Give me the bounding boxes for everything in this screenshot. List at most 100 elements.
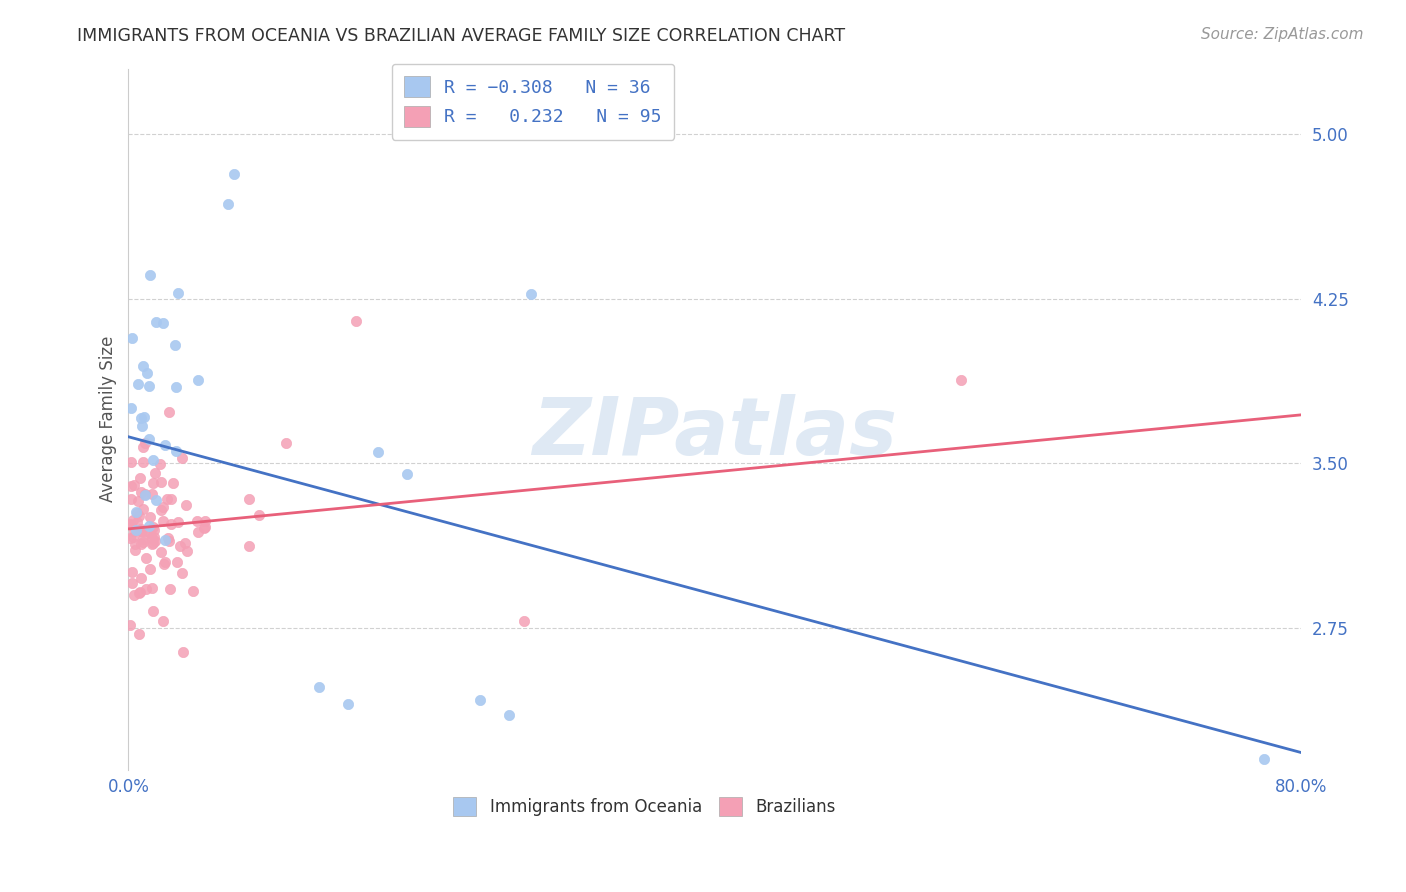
- Point: [470, 693, 492, 707]
- Point: [170, 566, 193, 580]
- Point: [337, 698, 360, 712]
- Point: [162, 476, 184, 491]
- Legend: Immigrants from Oceania, Brazilians: Immigrants from Oceania, Brazilians: [444, 789, 844, 825]
- Point: [132, 535, 155, 549]
- Point: [152, 316, 174, 330]
- Point: [121, 576, 143, 591]
- Point: [222, 167, 245, 181]
- Point: [142, 453, 165, 467]
- Point: [118, 531, 141, 545]
- Point: [120, 492, 142, 507]
- Point: [152, 614, 174, 628]
- Point: [149, 503, 172, 517]
- Point: [217, 197, 239, 211]
- Point: [134, 524, 156, 539]
- Point: [143, 534, 166, 549]
- Point: [238, 539, 260, 553]
- Text: ZIPatlas: ZIPatlas: [531, 394, 897, 472]
- Point: [145, 493, 167, 508]
- Point: [142, 604, 165, 618]
- Point: [118, 617, 141, 632]
- Point: [141, 531, 163, 545]
- Point: [149, 545, 172, 559]
- Point: [159, 582, 181, 596]
- Point: [135, 550, 157, 565]
- Point: [134, 436, 156, 450]
- Point: [142, 476, 165, 491]
- Point: [135, 582, 157, 596]
- Point: [152, 514, 174, 528]
- Point: [141, 581, 163, 595]
- Point: [166, 555, 188, 569]
- Point: [127, 376, 149, 391]
- Point: [122, 589, 145, 603]
- Point: [122, 530, 145, 544]
- Point: [128, 471, 150, 485]
- Point: [513, 614, 536, 628]
- Point: [142, 536, 165, 550]
- Point: [132, 502, 155, 516]
- Point: [172, 450, 194, 465]
- Point: [157, 531, 180, 545]
- Point: [167, 515, 190, 529]
- Point: [247, 508, 270, 522]
- Point: [138, 268, 160, 282]
- Point: [165, 443, 187, 458]
- Point: [125, 523, 148, 537]
- Point: [395, 467, 418, 481]
- Point: [138, 378, 160, 392]
- Point: [160, 491, 183, 506]
- Point: [134, 488, 156, 502]
- Point: [120, 455, 142, 469]
- Point: [131, 522, 153, 536]
- Point: [120, 401, 142, 416]
- Point: [194, 520, 217, 534]
- Point: [172, 645, 194, 659]
- Point: [498, 708, 520, 723]
- Point: [132, 410, 155, 425]
- Point: [128, 627, 150, 641]
- Point: [187, 374, 209, 388]
- Point: [132, 532, 155, 546]
- Point: [124, 505, 146, 519]
- Point: [127, 494, 149, 508]
- Point: [153, 533, 176, 547]
- Point: [149, 475, 172, 489]
- Point: [121, 513, 143, 527]
- Point: [138, 519, 160, 533]
- Point: [138, 432, 160, 446]
- Point: [238, 491, 260, 506]
- Point: [157, 533, 180, 548]
- Point: [174, 498, 197, 512]
- Point: [186, 514, 208, 528]
- Point: [131, 419, 153, 434]
- Point: [125, 516, 148, 530]
- Point: [142, 523, 165, 537]
- Point: [121, 566, 143, 580]
- Point: [155, 437, 177, 451]
- Point: [145, 315, 167, 329]
- Point: [120, 517, 142, 532]
- Point: [308, 680, 330, 694]
- Point: [165, 380, 187, 394]
- Point: [129, 411, 152, 425]
- Point: [121, 331, 143, 345]
- Point: [136, 366, 159, 380]
- Point: [142, 520, 165, 534]
- Point: [124, 543, 146, 558]
- Point: [124, 537, 146, 551]
- Point: [132, 440, 155, 454]
- Point: [139, 525, 162, 540]
- Point: [141, 537, 163, 551]
- Point: [194, 514, 217, 528]
- Point: [118, 517, 141, 532]
- Point: [274, 436, 297, 450]
- Point: [149, 458, 172, 472]
- Point: [153, 555, 176, 569]
- Point: [122, 478, 145, 492]
- Point: [129, 524, 152, 539]
- Point: [520, 287, 543, 301]
- Point: [128, 508, 150, 523]
- Point: [367, 445, 389, 459]
- Point: [129, 571, 152, 585]
